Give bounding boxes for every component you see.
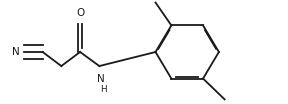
Text: H: H — [100, 85, 107, 94]
Text: O: O — [76, 8, 84, 18]
Text: N: N — [97, 74, 105, 84]
Text: N: N — [12, 47, 20, 57]
